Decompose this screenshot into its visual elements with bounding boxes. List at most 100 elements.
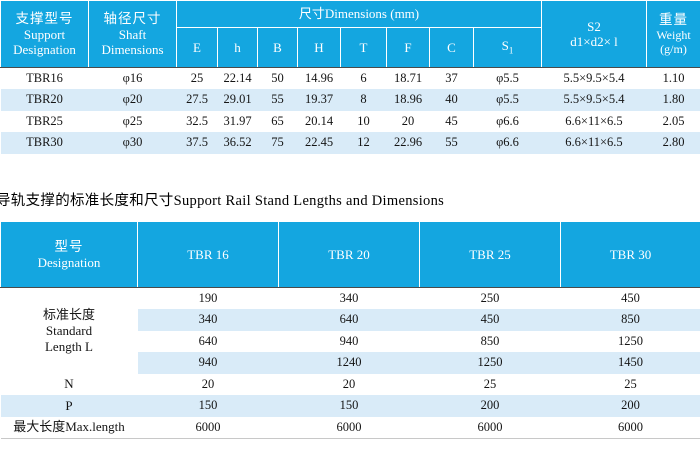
col-header-s2: S2 d1×d2× l — [541, 0, 647, 68]
shaft-cell: φ30 — [122, 135, 143, 150]
cell: 6 — [360, 71, 367, 85]
header-en-text: Support — [23, 26, 66, 42]
s2-line2: d1×d2× l — [570, 34, 618, 49]
cell: 10 — [357, 113, 370, 128]
cell: 5.5×9.5×5.4 — [563, 71, 625, 85]
col-header-tbr20: TBR 20 — [278, 221, 420, 288]
max-length-label: 最大长度Max.length — [13, 419, 125, 435]
cell: 1250 — [477, 355, 503, 370]
shaft-cell: φ20 — [122, 92, 143, 107]
col-header-designation: 型号 Designation — [0, 221, 138, 288]
section-title: 导轨支撑的标准长度和尺寸Support Rail Stand Lengths a… — [0, 193, 445, 209]
header-unit-text: (g/m) — [660, 41, 687, 56]
rail-stand-lengths-table: 型号 Designation TBR 16 TBR 20 TBR 25 TBR … — [0, 221, 700, 439]
model-cell: TBR16 — [26, 71, 63, 85]
cell: 6000 — [195, 419, 221, 434]
cell: 200 — [480, 398, 500, 413]
cell: φ6.6 — [496, 113, 519, 128]
cell: 29.01 — [223, 92, 252, 107]
cell: 40 — [445, 92, 458, 107]
header-en-text: Shaft — [118, 26, 147, 42]
cell: 6000 — [336, 419, 362, 434]
header-en-text: Designation — [13, 41, 76, 57]
support-dimensions-table: 支撑型号 Support Designation 轴径尺寸 Shaft Dime… — [0, 0, 700, 154]
shaft-cell: φ25 — [122, 113, 143, 128]
cell: 150 — [198, 398, 218, 413]
cell: 6000 — [477, 419, 503, 434]
col-header-tbr16: TBR 16 — [137, 221, 279, 288]
top-table-header: 支撑型号 Support Designation 轴径尺寸 Shaft Dime… — [0, 0, 700, 68]
cell: 14.96 — [304, 71, 334, 85]
table-row-length-4: 940 1240 1250 1450 — [0, 352, 700, 374]
s1-base: S — [501, 38, 509, 54]
header-zh-text: 重量 — [659, 11, 688, 27]
header-zh-text: 支撑型号 — [15, 10, 74, 26]
header-zh-text: 型号 — [54, 238, 84, 254]
table-row-max-length: 最大长度Max.length 6000 6000 6000 6000 — [1, 417, 700, 439]
col-header-tbr25: TBR 25 — [419, 221, 561, 288]
s1-subscript: 1 — [508, 45, 514, 56]
bottom-table-body: 标准长度 Standard Length L 190 340 250 450 3… — [0, 287, 700, 439]
top-table-body: TBR16 φ16 25 22.14 50 14.96 6 18.71 37 φ… — [0, 68, 700, 154]
cell: 32.5 — [186, 113, 208, 128]
table-row-length-2: 340 640 450 850 — [0, 309, 700, 331]
n-label: N — [64, 376, 74, 392]
col-header-tbr30: TBR 30 — [560, 221, 700, 288]
table-row-length-3: 640 940 850 1250 — [1, 331, 700, 353]
cell: 850 — [621, 312, 640, 327]
table-row-length-1: 标准长度 Standard Length L 190 340 250 450 — [0, 287, 700, 374]
cell: 50 — [271, 71, 284, 85]
cell: φ6.6 — [496, 135, 519, 150]
cell: 20.14 — [304, 113, 334, 128]
col-header-B: B — [257, 27, 298, 68]
cell: φ5.5 — [496, 92, 519, 107]
model-cell: TBR30 — [26, 135, 63, 150]
cell: 55 — [445, 135, 458, 150]
col-header-dimensions-group: 尺寸Dimensions (mm) — [176, 0, 542, 28]
cell: 25 — [483, 376, 497, 391]
col-header-S1: S1 — [473, 27, 542, 68]
weight-cell: 1.10 — [662, 71, 685, 85]
header-en-text: Dimensions — [101, 41, 164, 57]
cell: 45 — [445, 113, 458, 128]
table-row-tbr25: TBR25 φ25 32.5 31.97 65 20.14 10 20 45 φ… — [1, 111, 700, 133]
cell: 18.71 — [393, 71, 423, 85]
cell: 340 — [198, 312, 218, 327]
table-row-tbr16: TBR16 φ16 25 22.14 50 14.96 6 18.71 37 φ… — [1, 68, 700, 90]
header-zh-text: 轴径尺寸 — [103, 10, 162, 26]
cell: 250 — [480, 291, 500, 305]
cell: 22.14 — [223, 71, 252, 85]
cell: 27.5 — [186, 92, 208, 107]
cell: 1240 — [336, 355, 362, 370]
p-label: P — [65, 397, 73, 413]
cell: 25 — [190, 71, 204, 85]
cell: 850 — [480, 333, 500, 348]
col-header-T: T — [340, 27, 387, 68]
cell: 65 — [271, 113, 284, 128]
header-en-text: Designation — [37, 254, 101, 270]
cell: 1250 — [618, 333, 643, 348]
cell: 8 — [360, 92, 367, 107]
col-header-E: E — [176, 27, 218, 68]
s2-line1: S2 — [587, 18, 601, 34]
table-row-tbr20: TBR20 φ20 27.5 29.01 55 19.37 8 18.96 40… — [0, 89, 700, 111]
weight-cell: 2.05 — [662, 113, 685, 128]
cell: 25 — [624, 376, 637, 391]
cell: 340 — [339, 291, 359, 305]
cell: 20 — [401, 113, 415, 128]
bottom-table-header: 型号 Designation TBR 16 TBR 20 TBR 25 TBR … — [0, 221, 700, 288]
weight-cell: 2.80 — [662, 135, 685, 150]
cell: 450 — [480, 312, 500, 327]
cell: 150 — [339, 398, 359, 413]
cell: 22.96 — [393, 135, 423, 150]
cell: 31.97 — [223, 113, 252, 128]
cell: 18.96 — [393, 92, 423, 107]
cell: 6.6×11×6.5 — [565, 135, 623, 150]
cell: 22.45 — [304, 135, 334, 150]
cell: 1450 — [618, 355, 643, 370]
col-header-shaft-dimensions: 轴径尺寸 Shaft Dimensions — [88, 0, 177, 68]
cell: 75 — [271, 135, 284, 150]
label-en-text: Length L — [44, 338, 93, 354]
label-en-text: Standard — [45, 322, 93, 338]
col-header-F: F — [386, 27, 430, 68]
